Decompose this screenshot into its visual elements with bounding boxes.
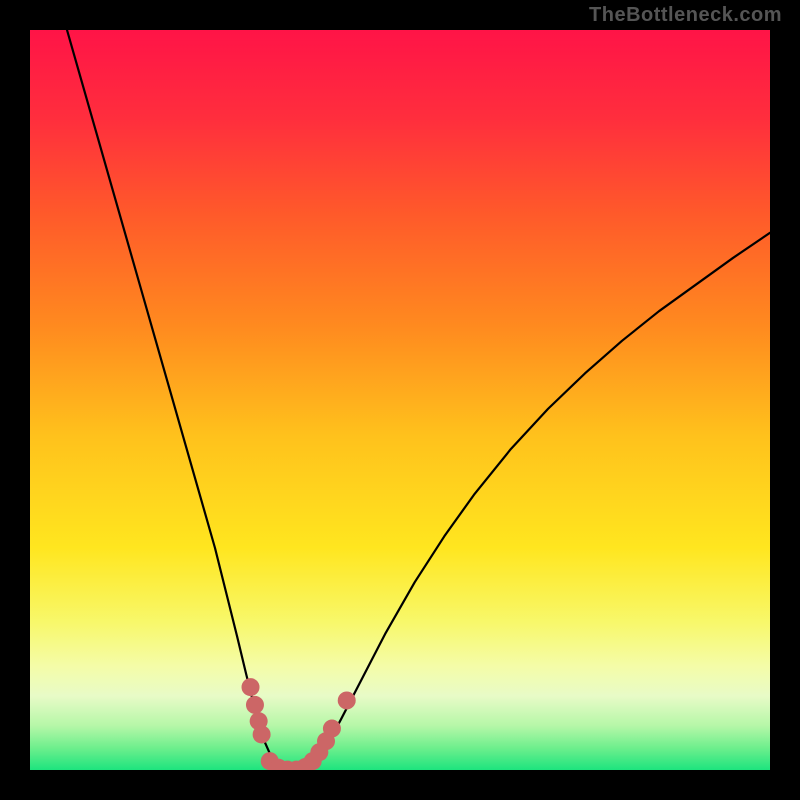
plot-area	[30, 30, 770, 770]
chart-canvas: TheBottleneck.com	[0, 0, 800, 800]
data-marker	[323, 720, 341, 738]
watermark-text: TheBottleneck.com	[589, 4, 782, 27]
data-marker	[246, 696, 264, 714]
gradient-background	[30, 30, 770, 770]
data-marker	[253, 725, 271, 743]
data-marker	[338, 691, 356, 709]
data-marker	[242, 678, 260, 696]
plot-svg	[30, 30, 770, 770]
